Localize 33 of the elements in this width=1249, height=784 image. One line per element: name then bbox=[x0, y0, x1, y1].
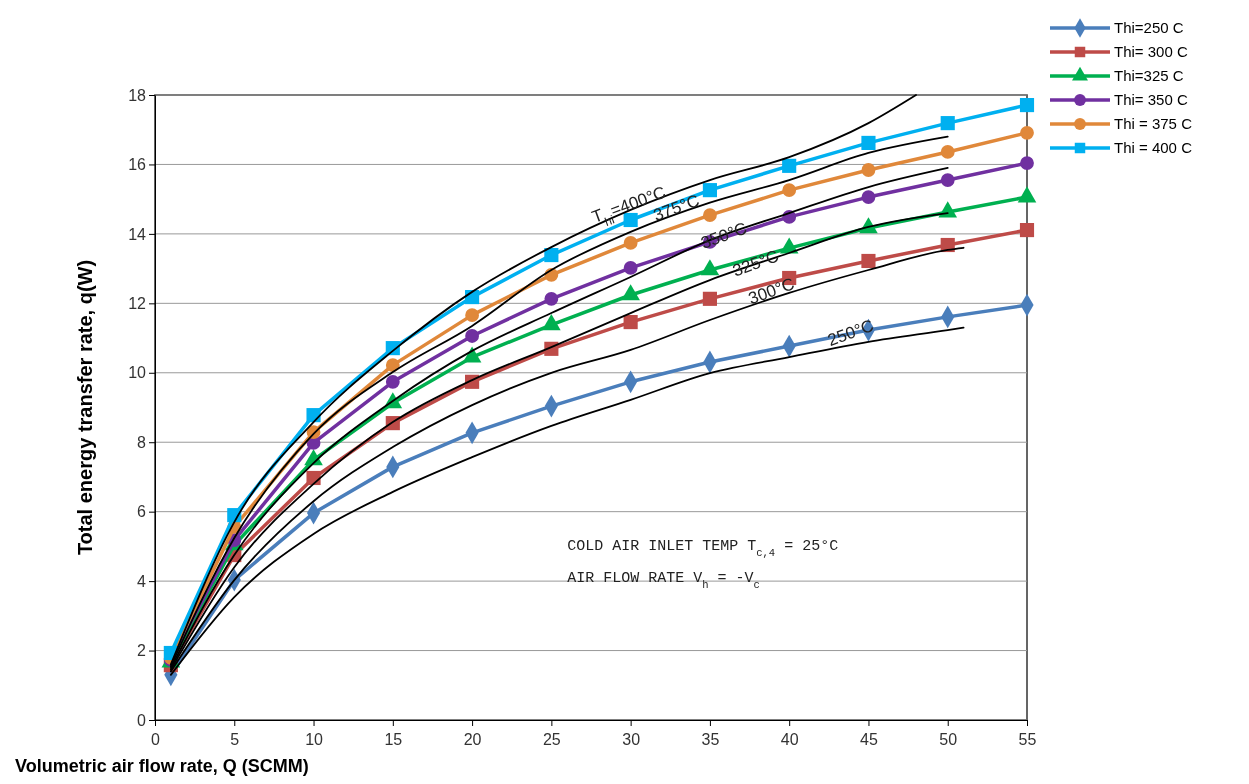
x-axis-title: Volumetric air flow rate, Q (SCMM) bbox=[15, 756, 309, 776]
y-tick-label: 18 bbox=[128, 86, 147, 104]
x-tick-label: 35 bbox=[701, 731, 720, 748]
x-tick-label: 15 bbox=[384, 731, 403, 748]
y-tick-label: 2 bbox=[137, 642, 147, 660]
x-tick-label: 30 bbox=[622, 731, 641, 748]
y-tick-label: 6 bbox=[137, 503, 147, 521]
y-tick-label: 10 bbox=[128, 364, 147, 382]
legend-label: Thi= 350 C bbox=[1114, 91, 1188, 109]
y-tick-label: 12 bbox=[128, 294, 147, 312]
legend-label: Thi= 300 C bbox=[1114, 43, 1188, 61]
annotation: AIR FLOW RATE V$_{h}$ = -V$_{c}$ bbox=[567, 569, 760, 591]
annotation: COLD AIR INLET TEMP T$_{c,4}$ = 25°C bbox=[567, 537, 839, 559]
y-axis-title: Total energy transfer rate, q(W) bbox=[74, 259, 96, 556]
x-tick-label: 55 bbox=[1018, 731, 1037, 748]
x-tick-label: 40 bbox=[780, 731, 799, 748]
x-tick-label: 25 bbox=[542, 731, 561, 748]
y-tick-label: 4 bbox=[137, 572, 147, 590]
legend-label: Thi=250 C bbox=[1114, 19, 1184, 37]
x-tick-label: 10 bbox=[305, 731, 324, 748]
y-tick-label: 16 bbox=[128, 156, 147, 174]
x-tick-label: 20 bbox=[463, 731, 482, 748]
x-tick-label: 50 bbox=[939, 731, 958, 748]
annotation: 250°C bbox=[825, 315, 877, 350]
y-tick-label: 8 bbox=[137, 433, 147, 451]
x-tick-label: 0 bbox=[151, 731, 161, 748]
y-tick-label: 14 bbox=[128, 225, 147, 243]
x-tick-label: 5 bbox=[230, 731, 240, 748]
legend-label: Thi=325 C bbox=[1114, 67, 1184, 85]
y-tick-label: 0 bbox=[137, 711, 147, 729]
legend-label: Thi = 375 C bbox=[1114, 115, 1193, 133]
legend-label: Thi = 400 C bbox=[1114, 139, 1193, 157]
x-tick-label: 45 bbox=[860, 731, 878, 748]
